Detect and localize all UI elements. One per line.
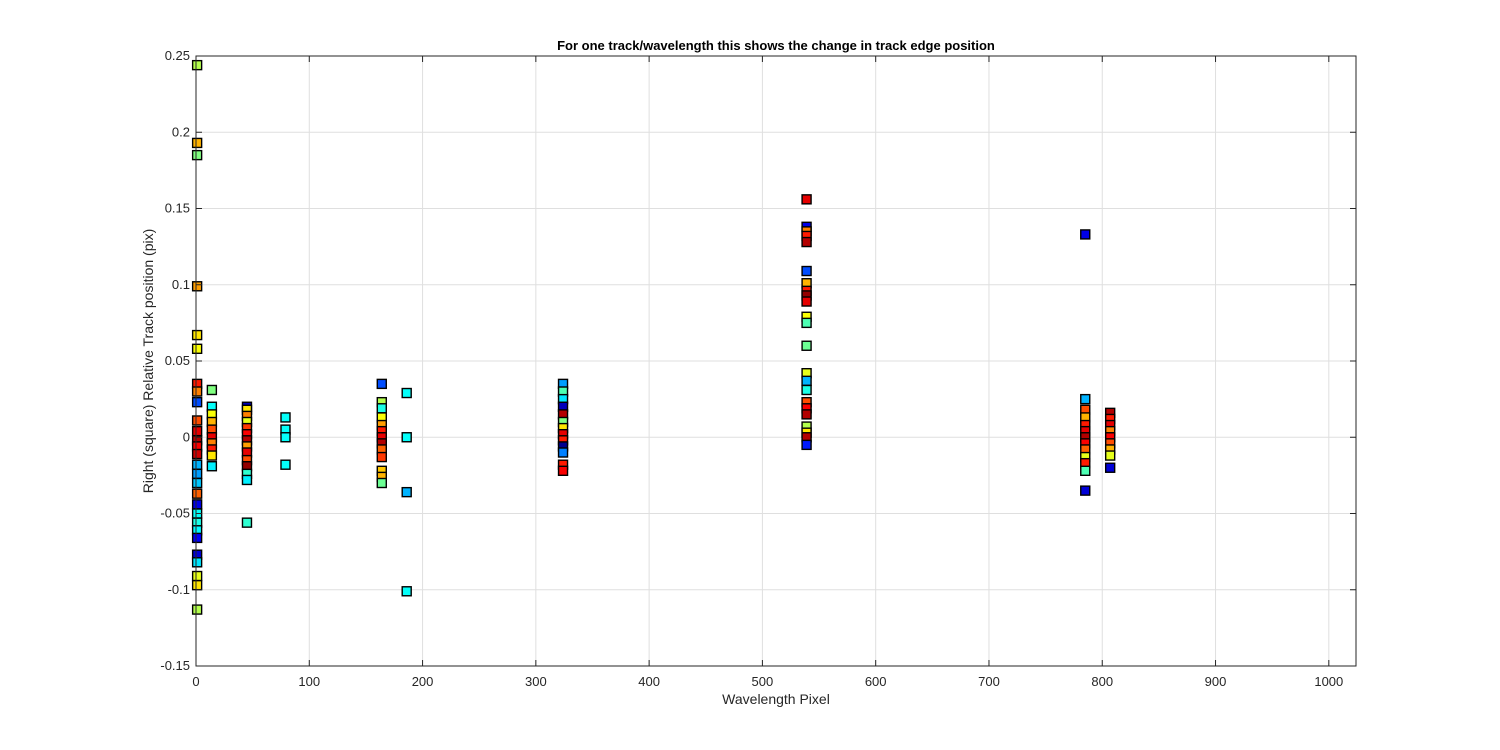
- y-tick-label: 0.25: [165, 48, 190, 63]
- data-point: [1080, 393, 1091, 405]
- y-tick-label: 0.2: [172, 124, 190, 139]
- data-point: [191, 343, 203, 354]
- data-point: [191, 415, 203, 426]
- data-point: [191, 448, 203, 460]
- data-point: [280, 412, 291, 423]
- data-point: [191, 425, 203, 437]
- data-point: [801, 265, 812, 277]
- data-point: [191, 604, 203, 615]
- data-point: [401, 387, 412, 399]
- y-tick-label: -0.1: [168, 582, 190, 597]
- data-point: [191, 386, 203, 397]
- data-point: [376, 378, 387, 390]
- data-point: [241, 517, 253, 528]
- data-point: [1080, 465, 1091, 476]
- data-markers: [191, 59, 1116, 615]
- x-tick-label: 500: [752, 674, 774, 689]
- data-point: [801, 439, 812, 451]
- data-point: [241, 474, 253, 486]
- data-point: [191, 468, 203, 480]
- data-point: [801, 340, 812, 351]
- data-point: [206, 384, 218, 396]
- data-point: [191, 499, 203, 510]
- y-tick-label: -0.15: [160, 658, 190, 673]
- data-point: [191, 396, 203, 408]
- y-tick-label: 0: [183, 429, 190, 444]
- data-point: [191, 459, 203, 470]
- data-point: [801, 409, 812, 420]
- x-tick-label: 700: [978, 674, 1000, 689]
- data-point: [191, 137, 203, 149]
- x-tick-label: 900: [1205, 674, 1227, 689]
- data-point: [191, 477, 203, 489]
- data-point: [191, 149, 203, 161]
- y-tick-label: 0.05: [165, 353, 190, 368]
- data-point: [376, 403, 387, 414]
- data-point: [401, 586, 412, 597]
- x-tick-label: 800: [1091, 674, 1113, 689]
- x-tick-label: 1000: [1314, 674, 1343, 689]
- grid-lines: [196, 56, 1356, 666]
- data-point: [191, 329, 203, 341]
- y-tick-label: 0.15: [165, 201, 190, 216]
- data-point: [206, 461, 218, 472]
- data-point: [191, 570, 203, 582]
- data-point: [1104, 450, 1116, 461]
- data-point: [191, 59, 203, 71]
- data-point: [280, 459, 291, 470]
- x-tick-label: 100: [298, 674, 320, 689]
- data-point: [401, 432, 412, 443]
- data-point: [557, 465, 569, 476]
- x-tick-label: 600: [865, 674, 887, 689]
- data-point: [801, 296, 812, 307]
- x-tick-label: 400: [638, 674, 660, 689]
- data-point: [801, 384, 812, 396]
- data-point: [280, 432, 291, 443]
- data-point: [801, 194, 812, 205]
- data-point: [206, 450, 218, 461]
- x-tick-label: 300: [525, 674, 547, 689]
- x-tick-label: 0: [192, 674, 199, 689]
- data-point: [191, 532, 203, 544]
- y-tick-label: -0.05: [160, 506, 190, 521]
- data-point: [1080, 229, 1091, 240]
- data-point: [1104, 462, 1116, 473]
- x-tick-labels: 0 100 200 300 400 500 600 700 800 900 1000: [192, 674, 1343, 689]
- data-point: [1080, 485, 1091, 496]
- x-tick-label: 200: [412, 674, 434, 689]
- data-point: [801, 236, 812, 248]
- y-tick-label: 0.1: [172, 277, 190, 292]
- data-point: [557, 447, 569, 458]
- data-point: [801, 375, 812, 387]
- x-axis-label: Wavelength Pixel: [722, 691, 830, 707]
- y-tick-labels: -0.15 -0.1 -0.05 0 0.05 0.1 0.15 0.2 0.25: [160, 48, 190, 673]
- data-point: [801, 317, 812, 329]
- data-point: [191, 579, 203, 591]
- data-point: [376, 477, 387, 489]
- chart-title: For one track/wavelength this shows the …: [557, 38, 995, 53]
- axis-ticks: [195, 55, 1356, 667]
- data-point: [191, 281, 203, 292]
- data-point: [191, 488, 203, 499]
- data-point: [191, 557, 203, 568]
- y-axis-label: Right (square) Relative Track position (…: [140, 229, 156, 494]
- data-point: [401, 486, 412, 498]
- data-point: [376, 451, 387, 463]
